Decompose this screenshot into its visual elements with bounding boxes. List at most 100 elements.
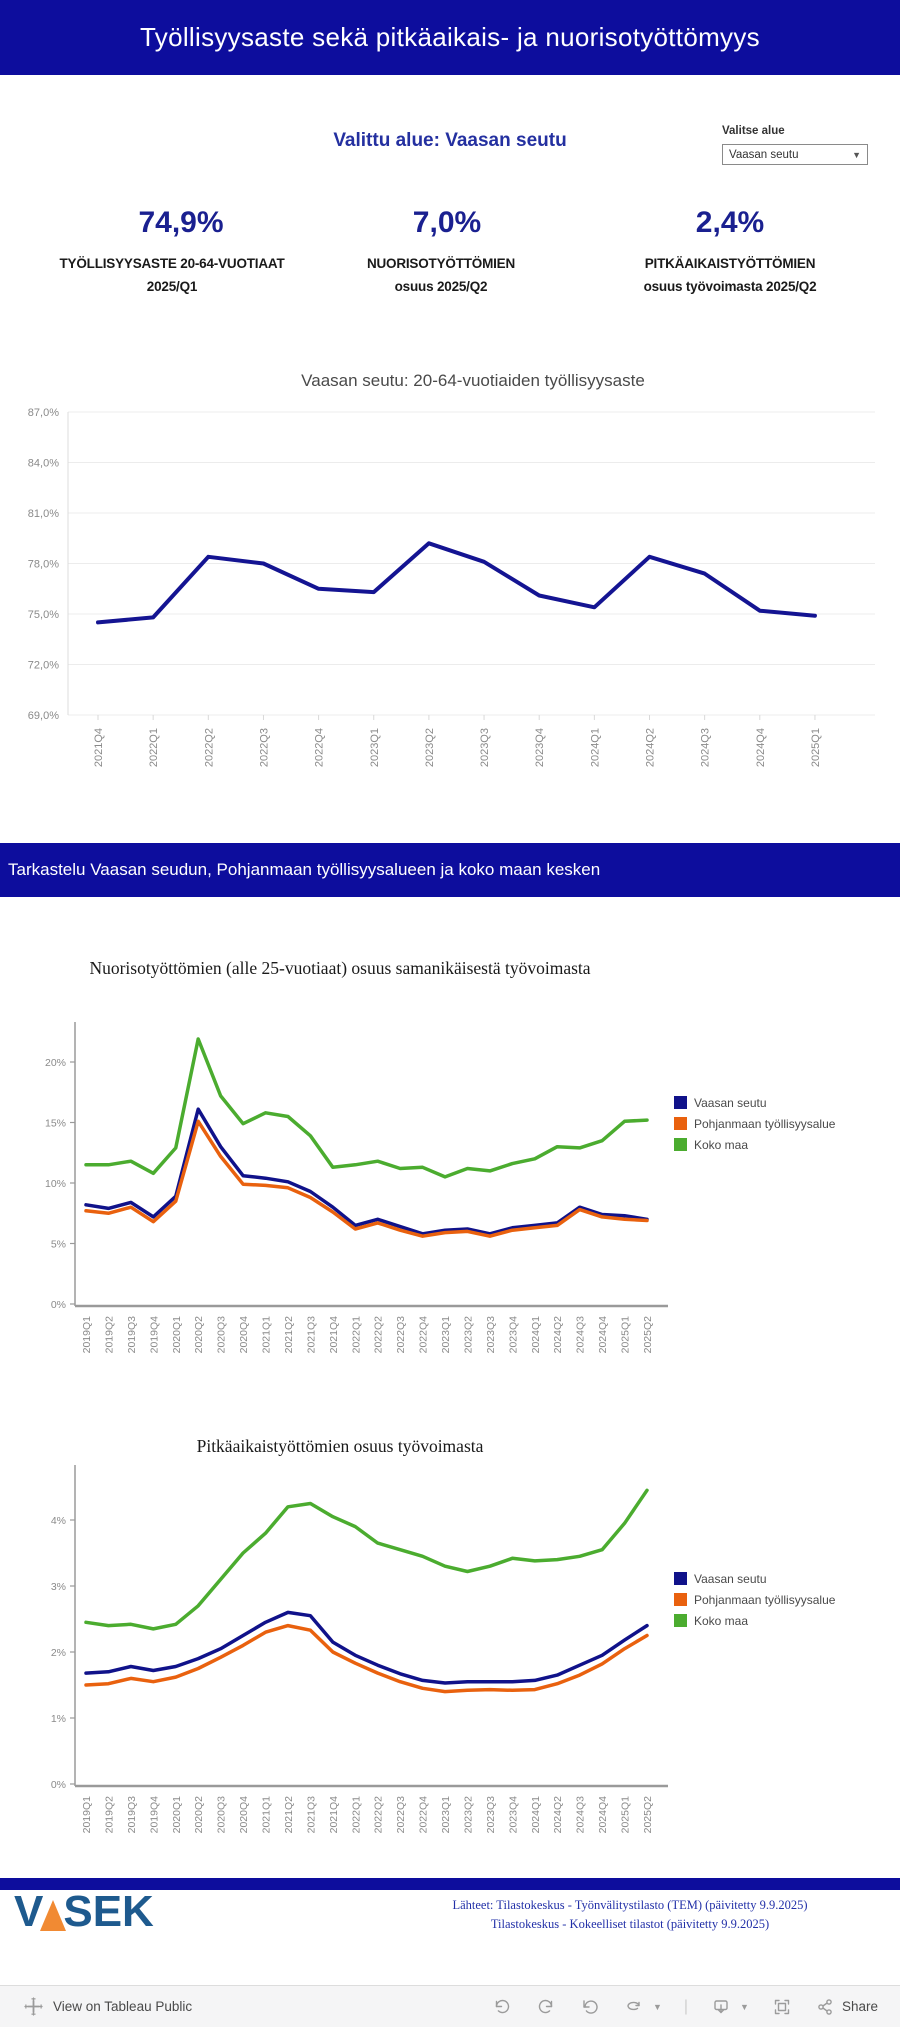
x-axis-tick-label: 2024Q1 <box>589 728 601 767</box>
y-axis-tick-label: 20% <box>45 1057 66 1069</box>
youth-unemployment-chart-title: Nuorisotyöttömien (alle 25-vuotiaat) osu… <box>89 958 591 978</box>
x-axis-tick-label: 2023Q2 <box>462 1316 474 1354</box>
legend-item[interactable]: Pohjanmaan työllisyysalue <box>674 1593 884 1607</box>
series-line-koko-maa[interactable] <box>84 1037 649 1179</box>
x-axis-tick-label: 2021Q4 <box>328 1796 340 1834</box>
pohjanmaa-swatch-icon <box>674 1117 687 1130</box>
legend-item[interactable]: Koko maa <box>674 1138 884 1152</box>
employment-rate-chart-title: Vaasan seutu: 20-64-vuotiaiden työllisyy… <box>301 371 645 390</box>
longterm-unemployment-chart[interactable]: 4% 3% 2% 1% 0% 2019Q1 2019Q2 2019Q3 2019Q4 2020Q1… <box>0 1430 900 1860</box>
x-axis-tick-label: 2022Q2 <box>203 728 215 767</box>
x-axis-tick-label: 2019Q3 <box>126 1796 138 1834</box>
youth-unemployment-legend: Vaasan seutu Pohjanmaan työllisyysalue K… <box>674 1096 884 1159</box>
x-axis-tick-label: 2022Q3 <box>395 1796 407 1834</box>
legend-item[interactable]: Pohjanmaan työllisyysalue <box>674 1117 884 1131</box>
header-banner: Työllisyysaste sekä pitkäaikais- ja nuor… <box>0 0 900 75</box>
x-axis-tick-label: 2022Q4 <box>314 728 326 767</box>
undo-button[interactable] <box>491 1996 513 2018</box>
legend-item[interactable]: Vaasan seutu <box>674 1572 884 1586</box>
vasek-logo: V SEK <box>14 1887 154 1936</box>
y-axis-tick-label: 4% <box>51 1515 66 1527</box>
redo-button[interactable] <box>535 1996 557 2018</box>
x-axis-tick-label: 2019Q2 <box>103 1316 115 1354</box>
share-button[interactable]: Share <box>815 1997 878 2017</box>
series-line-vaasan-seutu[interactable] <box>96 541 817 625</box>
x-axis-tick-label: 2020Q2 <box>193 1316 205 1354</box>
kpi-employment-rate-value: 74,9% <box>138 206 224 239</box>
x-axis-tick-label: 2021Q2 <box>283 1796 295 1834</box>
x-axis-tick-label: 2025Q1 <box>810 728 822 767</box>
x-axis-tick-label: 2023Q3 <box>485 1316 497 1354</box>
x-axis-tick-label: 2023Q2 <box>424 728 436 767</box>
series-line-pohjanmaan-ty-llisyysalue[interactable] <box>84 1119 649 1238</box>
y-axis-tick-label: 15% <box>45 1118 66 1130</box>
x-axis-tick-label: 2023Q1 <box>369 728 381 767</box>
x-axis-tick-label: 2022Q4 <box>418 1796 430 1834</box>
revert-button[interactable] <box>579 1996 601 2018</box>
download-button[interactable] <box>710 1996 732 2018</box>
y-axis-tick-label: 72,0% <box>28 660 59 672</box>
y-axis-tick-label: 10% <box>45 1178 66 1190</box>
series-line-koko-maa[interactable] <box>84 1488 649 1631</box>
x-axis-tick-label: 2019Q4 <box>148 1796 160 1834</box>
x-axis-tick-label: 2019Q2 <box>103 1796 115 1834</box>
x-axis-tick-label: 2022Q3 <box>258 728 270 767</box>
x-axis-tick-label: 2023Q4 <box>534 728 546 767</box>
view-on-tableau-link[interactable]: View on Tableau Public <box>22 1996 192 2018</box>
x-axis-tick-label: 2023Q4 <box>507 1316 519 1354</box>
x-axis-tick-label: 2022Q2 <box>373 1316 385 1354</box>
x-axis-tick-label: 2024Q2 <box>552 1316 564 1354</box>
x-axis-tick-label: 2023Q1 <box>440 1316 452 1354</box>
x-axis-tick-label: 2020Q2 <box>193 1796 205 1834</box>
vaasan-seutu-swatch-icon <box>674 1096 687 1109</box>
page-title: Työllisyysaste sekä pitkäaikais- ja nuor… <box>140 22 760 52</box>
x-axis-tick-label: 2022Q3 <box>395 1316 407 1354</box>
x-axis-tick-label: 2022Q1 <box>350 1796 362 1834</box>
section-banner-text: Tarkastelu Vaasan seudun, Pohjanmaan työ… <box>8 860 601 879</box>
tableau-logo-icon <box>22 1996 44 2018</box>
x-axis-tick-label: 2022Q1 <box>350 1316 362 1354</box>
tableau-toolbar: View on Tableau Public ▼ | ▼ <box>0 1985 900 2027</box>
x-axis-tick-label: 2024Q3 <box>700 728 712 767</box>
x-axis-tick-label: 2020Q3 <box>216 1796 228 1834</box>
kpi-employment-rate-caption: TYÖLLISYYSASTE 20-64-VUOTIAAT 2025/Q1 <box>59 256 285 294</box>
series-line-pohjanmaan-ty-llisyysalue[interactable] <box>84 1623 649 1694</box>
x-axis-tick-label: 2021Q3 <box>305 1316 317 1354</box>
pohjanmaa-swatch-icon <box>674 1593 687 1606</box>
series-line-vaasan-seutu[interactable] <box>84 1610 649 1685</box>
download-caret-icon[interactable]: ▼ <box>740 2001 749 2012</box>
series-line-vaasan-seutu[interactable] <box>84 1107 649 1236</box>
x-axis-tick-label: 2021Q4 <box>328 1316 340 1354</box>
kpi-longterm-unemployment-caption: PITKÄAIKAISTYÖTTÖMIEN osuus työvoimasta … <box>643 256 817 294</box>
x-axis-tick-label: 2021Q3 <box>305 1796 317 1834</box>
x-axis-tick-label: 2025Q1 <box>620 1316 632 1354</box>
refresh-button[interactable] <box>623 1996 645 2018</box>
y-axis-tick-label: 75,0% <box>28 609 59 621</box>
area-dropdown[interactable]: Vaasan seutu ▼ <box>722 144 868 165</box>
x-axis-tick-label: 2024Q1 <box>530 1796 542 1834</box>
y-axis-tick-label: 0% <box>51 1299 66 1311</box>
y-axis-tick-label: 78,0% <box>28 559 59 571</box>
x-axis-tick-label: 2025Q2 <box>642 1796 654 1834</box>
y-axis-tick-label: 1% <box>51 1713 66 1725</box>
youth-unemployment-chart[interactable]: 20% 15% 10% 5% 0% 2019Q1 2019Q2 2019Q3 2019Q4 202… <box>0 950 900 1380</box>
x-axis-tick-label: 2022Q4 <box>418 1316 430 1354</box>
footer-divider <box>0 1878 900 1890</box>
y-axis-tick-label: 5% <box>51 1239 66 1251</box>
chevron-down-icon: ▼ <box>852 149 861 160</box>
vasek-logo-triangle-icon <box>40 1900 67 1931</box>
y-axis-tick-label: 87,0% <box>28 407 59 419</box>
refresh-caret-icon[interactable]: ▼ <box>652 2001 662 2012</box>
x-axis-tick-label: 2025Q2 <box>642 1316 654 1354</box>
employment-rate-chart[interactable]: 87,0% 84,0% 81,0% 78,0% 75,0% 72,0% 69,0% 2021Q… <box>0 395 900 790</box>
koko-maa-swatch-icon <box>674 1614 687 1627</box>
legend-item[interactable]: Koko maa <box>674 1614 884 1628</box>
y-axis-tick-label: 84,0% <box>28 458 59 470</box>
x-axis-tick-label: 2020Q1 <box>171 1796 183 1834</box>
legend-item[interactable]: Vaasan seutu <box>674 1096 884 1110</box>
fullscreen-button[interactable] <box>771 1996 793 2018</box>
kpi-youth-unemployment-caption: NUORISOTYÖTTÖMIEN osuus 2025/Q2 <box>366 256 516 294</box>
x-axis-tick-label: 2022Q2 <box>373 1796 385 1834</box>
x-axis-tick-label: 2023Q4 <box>507 1796 519 1834</box>
